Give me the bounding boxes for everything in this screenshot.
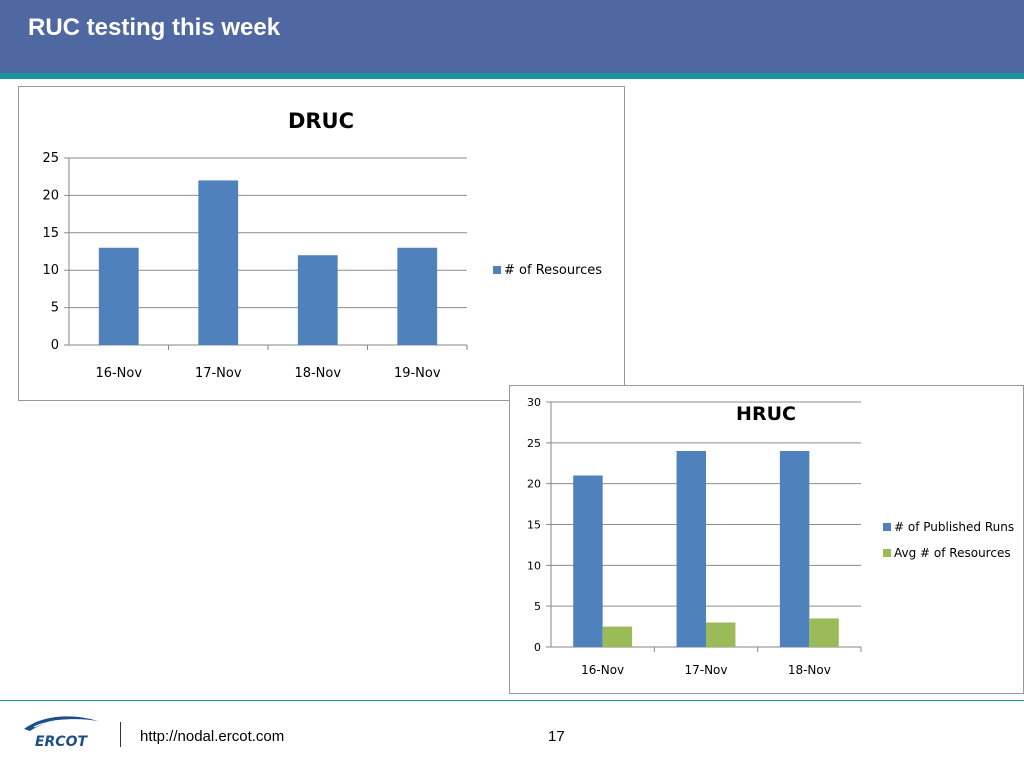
- druc-x-tick-label: 16-Nov: [95, 366, 142, 381]
- hruc-bar: [706, 622, 736, 647]
- druc-legend-label: # of Resources: [504, 263, 602, 278]
- hruc-chart-svg: HRUC 0 5 10 15 20 25 30 16-Nov 17-Nov 18-Nov # of P…: [527, 396, 1014, 677]
- hruc-y-tick-label: 30: [527, 396, 541, 409]
- druc-x-tick-label: 17-Nov: [195, 366, 242, 381]
- footer-divider: [0, 700, 1024, 701]
- hruc-bar: [573, 475, 603, 647]
- druc-bar: [297, 255, 338, 345]
- hruc-bar: [779, 451, 810, 647]
- slide-title: RUC testing this week: [28, 14, 281, 41]
- druc-chart-title: DRUC: [288, 109, 354, 133]
- hruc-x-tick-label: 16-Nov: [581, 663, 624, 677]
- page-number: 17: [548, 728, 565, 745]
- druc-chart: DRUC 0 5 10 15 20 25 16-Nov 17-Nov 18-Nov 19-Nov # …: [18, 86, 625, 401]
- druc-bar: [198, 180, 239, 345]
- logo-swoosh: [24, 716, 98, 731]
- druc-y-tick-label: 0: [51, 338, 59, 353]
- druc-y-tick-label: 25: [42, 151, 59, 166]
- hruc-y-tick-label: 20: [527, 478, 541, 491]
- hruc-x-tick-label: 17-Nov: [684, 663, 727, 677]
- hruc-y-tick-label: 5: [534, 600, 541, 613]
- hruc-legend-swatch: [883, 549, 891, 557]
- hruc-legend-swatch: [883, 523, 891, 531]
- druc-x-tick-label: 19-Nov: [394, 366, 441, 381]
- druc-y-tick-label: 5: [51, 301, 59, 316]
- druc-x-tick-label: 18-Nov: [294, 366, 341, 381]
- druc-bar: [397, 247, 438, 345]
- hruc-bar: [809, 618, 839, 647]
- hruc-x-tick-label: 18-Nov: [788, 663, 831, 677]
- footer-url[interactable]: http://nodal.ercot.com: [140, 728, 285, 745]
- title-bar: [0, 0, 1024, 73]
- logo-wordmark: ERCOT: [35, 734, 89, 749]
- druc-y-tick-label: 20: [42, 188, 59, 203]
- hruc-legend-label: # of Published Runs: [894, 520, 1014, 534]
- hruc-chart: HRUC 0 5 10 15 20 25 30 16-Nov 17-Nov 18-Nov # of P…: [509, 385, 1024, 694]
- hruc-y-tick-label: 15: [527, 519, 541, 532]
- druc-y-tick-label: 10: [42, 263, 59, 278]
- hruc-y-tick-label: 0: [534, 641, 541, 654]
- druc-y-tick-label: 15: [42, 226, 59, 241]
- hruc-chart-title: HRUC: [736, 403, 796, 425]
- druc-legend-swatch: [493, 266, 501, 274]
- hruc-legend-label: Avg # of Resources: [894, 546, 1011, 560]
- title-accent-stripe: [0, 73, 1024, 79]
- hruc-bar: [602, 626, 633, 647]
- hruc-bar: [676, 451, 706, 647]
- druc-bar: [98, 247, 139, 345]
- ercot-logo: ERCOT: [24, 716, 98, 749]
- hruc-y-tick-label: 25: [527, 437, 541, 450]
- hruc-y-tick-label: 10: [527, 559, 541, 572]
- druc-chart-svg: DRUC 0 5 10 15 20 25 16-Nov 17-Nov 18-Nov 19-Nov # …: [42, 109, 602, 381]
- footer-separator: [120, 722, 121, 747]
